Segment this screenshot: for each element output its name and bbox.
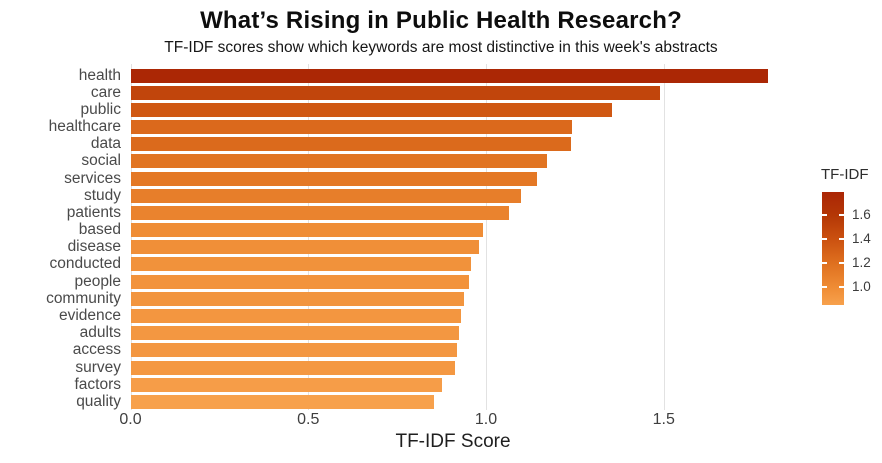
x-tick-0.0: 0.0: [119, 411, 142, 428]
legend-tick-dash-1.2-right: [839, 262, 844, 265]
legend-gradient-bar: [822, 192, 844, 305]
legend-tick-dash-1.4-left: [822, 238, 827, 241]
bar-community: [130, 291, 464, 306]
bar-based: [130, 223, 484, 238]
legend-tick-dash-1.2-left: [822, 262, 827, 265]
y-label-social: social: [81, 152, 121, 170]
y-label-access: access: [72, 341, 121, 359]
bar-healthcare: [130, 120, 573, 135]
bar-patients: [130, 205, 509, 220]
y-label-based: based: [78, 221, 121, 239]
chart-subtitle: TF-IDF scores show which keywords are mo…: [164, 39, 718, 56]
y-label-healthcare: healthcare: [48, 118, 121, 136]
y-label-services: services: [64, 169, 121, 187]
y-label-factors: factors: [74, 375, 121, 393]
legend-tick-dash-1.4-right: [839, 238, 844, 241]
y-label-health: health: [78, 66, 121, 84]
y-label-people: people: [74, 272, 121, 290]
y-axis-labels: health care public healthcare data social serv…: [0, 64, 121, 410]
y-label-public: public: [80, 100, 122, 118]
bar-conducted: [130, 257, 472, 272]
bar-data: [130, 137, 571, 152]
legend-tick-label-1.4: 1.4: [852, 231, 871, 247]
bar-social: [130, 154, 547, 169]
legend-tick-dash-1.6-right: [839, 214, 844, 217]
legend-tick-label-1.2: 1.2: [852, 255, 871, 271]
bar-adults: [130, 326, 459, 341]
y-label-adults: adults: [79, 324, 121, 342]
bar-care: [130, 85, 661, 100]
bar-study: [130, 188, 522, 203]
y-label-disease: disease: [67, 238, 121, 256]
bar-quality: [130, 394, 434, 409]
y-label-evidence: evidence: [58, 307, 121, 325]
y-label-care: care: [90, 83, 121, 101]
bar-disease: [130, 240, 479, 255]
legend-tick-label-1.6: 1.6: [852, 207, 871, 223]
bar-survey: [130, 360, 456, 375]
bar-health: [130, 68, 768, 83]
legend-tick-dash-1.6-left: [822, 214, 827, 217]
bar-factors: [130, 377, 442, 392]
y-label-data: data: [90, 135, 121, 153]
y-label-patients: patients: [66, 203, 121, 221]
y-label-study: study: [83, 186, 121, 204]
bar-public: [130, 102, 612, 117]
y-label-quality: quality: [76, 392, 121, 410]
gridline-x-1.5: [663, 64, 665, 410]
x-tick-0.5: 0.5: [297, 411, 320, 428]
legend-title: TF-IDF: [821, 166, 869, 183]
y-label-community: community: [46, 289, 121, 307]
x-tick-1.0: 1.0: [474, 411, 498, 428]
bar-people: [130, 274, 469, 289]
legend-tick-label-1.0: 1.0: [852, 279, 871, 295]
x-tick-1.5: 1.5: [652, 411, 675, 428]
x-axis-title: TF-IDF Score: [395, 431, 511, 452]
y-label-conducted: conducted: [49, 255, 121, 273]
plot-area: [130, 64, 776, 410]
y-label-survey: survey: [75, 358, 121, 376]
gridline-x-1.0: [486, 64, 487, 410]
bar-services: [130, 171, 537, 186]
chart-title: What’s Rising in Public Health Research?: [200, 7, 682, 34]
bar-access: [130, 343, 457, 358]
legend-tick-dash-1.0-right: [839, 286, 844, 289]
legend-tick-dash-1.0-left: [822, 286, 827, 289]
bar-evidence: [130, 309, 462, 324]
x-axis-tick-labels: 0.0 0.5 1.0 1.5: [0, 411, 882, 431]
